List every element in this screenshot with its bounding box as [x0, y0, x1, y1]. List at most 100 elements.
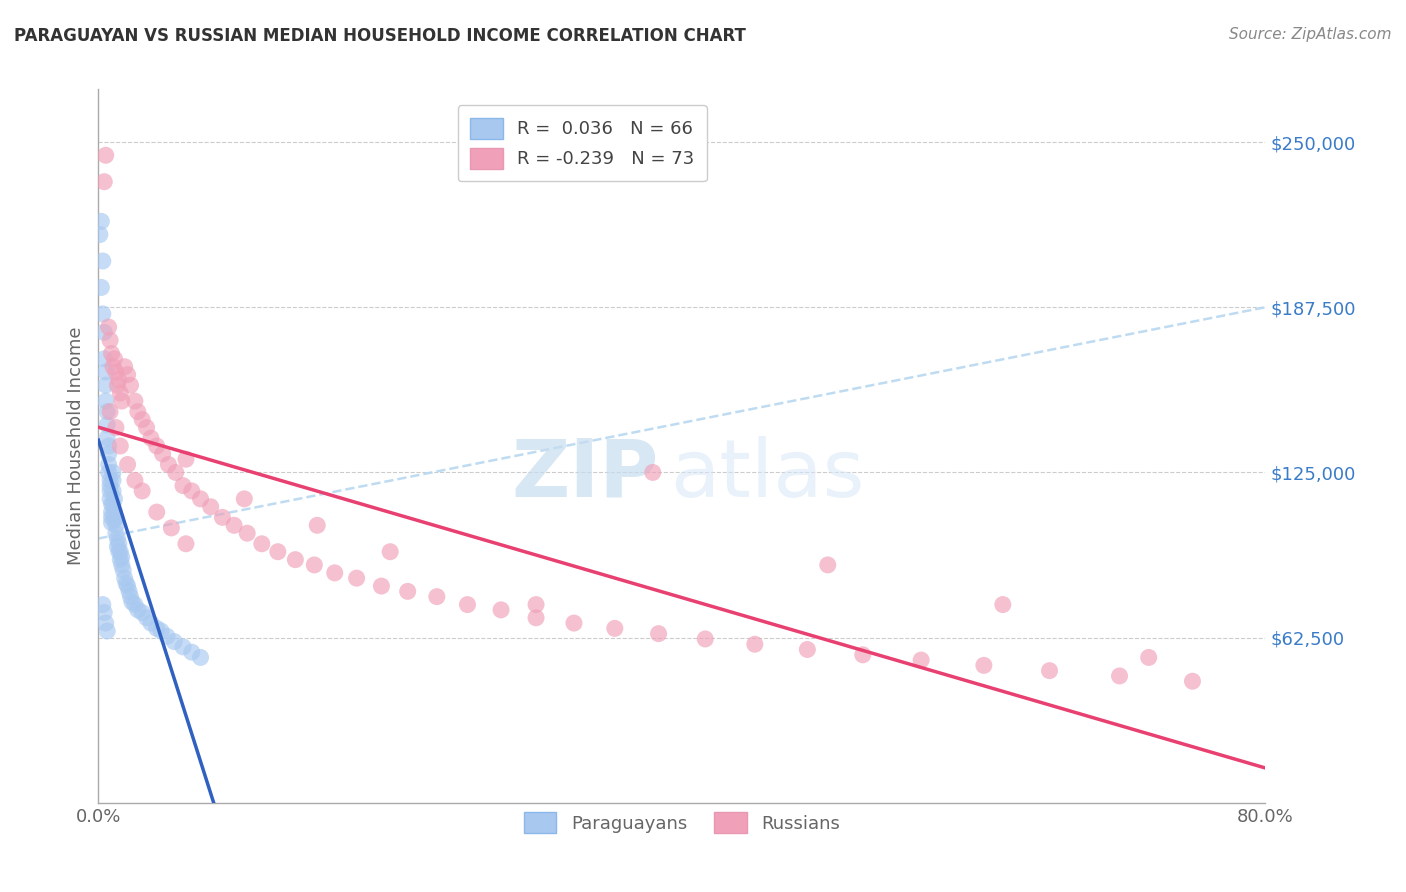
Point — [146, 505, 169, 519]
Point — [98, 491, 121, 506]
Point — [284, 552, 307, 566]
Point — [973, 658, 995, 673]
Point — [97, 466, 120, 480]
Point — [135, 611, 157, 625]
Point — [97, 320, 120, 334]
Point — [98, 483, 121, 498]
Point — [456, 598, 478, 612]
Text: PARAGUAYAN VS RUSSIAN MEDIAN HOUSEHOLD INCOME CORRELATION CHART: PARAGUAYAN VS RUSSIAN MEDIAN HOUSEHOLD I… — [14, 27, 747, 45]
Point — [101, 497, 124, 511]
Point — [100, 497, 122, 511]
Point — [150, 624, 173, 638]
Point — [744, 637, 766, 651]
Point — [152, 447, 174, 461]
Point — [111, 549, 134, 564]
Y-axis label: Median Household Income: Median Household Income — [66, 326, 84, 566]
Point — [100, 516, 122, 530]
Point — [796, 642, 818, 657]
Point — [90, 214, 112, 228]
Point — [112, 563, 135, 577]
Point — [157, 458, 180, 472]
Point — [105, 378, 128, 392]
Point — [817, 558, 839, 572]
Point — [108, 373, 131, 387]
Point — [110, 439, 132, 453]
Point — [93, 326, 115, 340]
Point — [910, 653, 932, 667]
Point — [117, 368, 139, 382]
Point — [346, 571, 368, 585]
Text: ZIP: ZIP — [512, 435, 658, 514]
Point — [101, 466, 124, 480]
Point — [91, 598, 114, 612]
Point — [97, 439, 120, 453]
Point — [94, 365, 117, 379]
Point — [174, 452, 197, 467]
Point — [97, 447, 120, 461]
Point — [233, 491, 256, 506]
Point — [1038, 664, 1060, 678]
Point — [135, 420, 157, 434]
Point — [370, 579, 392, 593]
Point — [250, 537, 273, 551]
Point — [96, 417, 118, 432]
Point — [852, 648, 875, 662]
Point — [94, 394, 117, 409]
Point — [562, 616, 585, 631]
Text: atlas: atlas — [671, 435, 865, 514]
Point — [101, 474, 124, 488]
Point — [174, 537, 197, 551]
Point — [124, 474, 146, 488]
Point — [111, 394, 134, 409]
Point — [114, 359, 136, 374]
Point — [380, 545, 402, 559]
Point — [93, 606, 115, 620]
Point — [489, 603, 512, 617]
Point — [98, 478, 121, 492]
Point — [127, 404, 149, 418]
Point — [90, 280, 112, 294]
Point — [89, 227, 111, 242]
Point — [1108, 669, 1130, 683]
Point — [146, 439, 169, 453]
Point — [94, 148, 117, 162]
Point — [323, 566, 346, 580]
Point — [91, 307, 114, 321]
Point — [100, 510, 122, 524]
Point — [222, 518, 245, 533]
Point — [110, 545, 132, 559]
Point — [91, 254, 114, 268]
Point — [1181, 674, 1204, 689]
Point — [156, 629, 179, 643]
Point — [108, 545, 131, 559]
Point — [104, 526, 127, 541]
Point — [103, 491, 125, 506]
Point — [100, 505, 122, 519]
Point — [94, 378, 117, 392]
Point — [101, 483, 124, 498]
Point — [108, 537, 131, 551]
Point — [97, 458, 120, 472]
Point — [146, 621, 169, 635]
Point — [695, 632, 717, 646]
Point — [117, 458, 139, 472]
Point — [124, 598, 146, 612]
Text: Source: ZipAtlas.com: Source: ZipAtlas.com — [1229, 27, 1392, 42]
Point — [98, 474, 121, 488]
Point — [96, 404, 118, 418]
Point — [100, 346, 122, 360]
Point — [180, 645, 202, 659]
Point — [163, 634, 186, 648]
Point — [180, 483, 202, 498]
Point — [104, 518, 127, 533]
Point — [103, 505, 125, 519]
Point — [190, 491, 212, 506]
Point — [641, 466, 664, 480]
Point — [524, 611, 547, 625]
Point — [139, 616, 162, 631]
Point — [172, 640, 194, 654]
Point — [118, 584, 141, 599]
Point — [117, 579, 139, 593]
Point — [1137, 650, 1160, 665]
Point — [104, 510, 127, 524]
